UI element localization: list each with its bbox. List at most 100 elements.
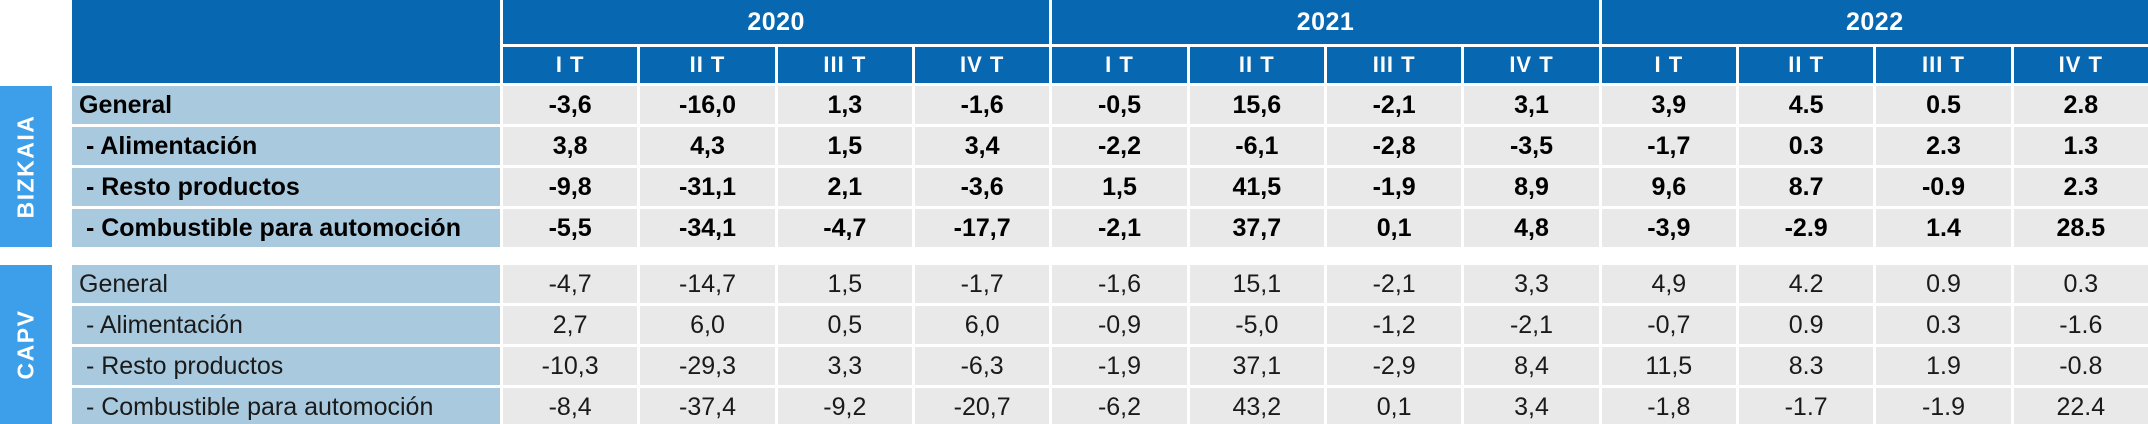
section-capv: General -4,7 -14,7 1,5 -1,7 -1,6 15,1 -2… bbox=[72, 265, 2148, 424]
value-cell: 11,5 bbox=[1601, 347, 1736, 385]
value-cell: 3,8 bbox=[503, 127, 638, 165]
quarter-header-2021-q4: IV T bbox=[1464, 47, 1599, 83]
value-cell: -2.9 bbox=[1738, 209, 1874, 247]
value-cell: -1,8 bbox=[1601, 388, 1736, 424]
side-label-capv-text: CAPV bbox=[12, 309, 39, 380]
value-cell: -4,7 bbox=[777, 209, 912, 247]
row-label: - Combustible para automoción bbox=[72, 388, 500, 424]
quarter-header-2022-q3: III T bbox=[1876, 47, 2011, 83]
row-label: - Alimentación bbox=[72, 127, 500, 165]
value-cell: -1,6 bbox=[1052, 265, 1187, 303]
value-cell: 3,4 bbox=[1464, 388, 1599, 424]
value-cell: 0,5 bbox=[777, 306, 912, 344]
value-cell: -2,1 bbox=[1326, 265, 1462, 303]
value-cell: -0,7 bbox=[1601, 306, 1736, 344]
value-cell: -2,1 bbox=[1464, 306, 1599, 344]
value-cell: -2,1 bbox=[1052, 209, 1187, 247]
value-cell: -31,1 bbox=[640, 168, 775, 206]
value-cell: -4,7 bbox=[503, 265, 638, 303]
value-cell: -10,3 bbox=[503, 347, 638, 385]
header-corner-cell bbox=[72, 0, 500, 83]
value-cell: 8.7 bbox=[1738, 168, 1874, 206]
side-label-bizkaia: BIZKAIA bbox=[0, 86, 52, 247]
value-cell: -2,9 bbox=[1326, 347, 1462, 385]
value-cell: -6,2 bbox=[1052, 388, 1187, 424]
data-table: 2020 2021 2022 I T II T III T IV T I T I… bbox=[72, 0, 2148, 424]
value-cell: 2,1 bbox=[777, 168, 912, 206]
value-cell: 1,3 bbox=[777, 86, 912, 124]
value-cell: 1.4 bbox=[1876, 209, 2011, 247]
value-cell: -0,9 bbox=[1052, 306, 1187, 344]
section-bizkaia: General -3,6 -16,0 1,3 -1,6 -0,5 15,6 -2… bbox=[72, 86, 2148, 247]
value-cell: -1,9 bbox=[1326, 168, 1462, 206]
row-label: - Alimentación bbox=[72, 306, 500, 344]
value-cell: -34,1 bbox=[640, 209, 775, 247]
year-header-2021: 2021 bbox=[1052, 0, 1599, 44]
value-cell: 1.9 bbox=[1876, 347, 2011, 385]
value-cell: -3,5 bbox=[1464, 127, 1599, 165]
value-cell: -5,5 bbox=[503, 209, 638, 247]
row-label: General bbox=[72, 265, 500, 303]
side-label-bizkaia-text: BIZKAIA bbox=[12, 114, 39, 219]
value-cell: -14,7 bbox=[640, 265, 775, 303]
value-cell: 4,3 bbox=[640, 127, 775, 165]
value-cell: 15,1 bbox=[1189, 265, 1324, 303]
value-cell: 3,9 bbox=[1601, 86, 1736, 124]
quarter-header-2021-q1: I T bbox=[1052, 47, 1187, 83]
value-cell: -9,2 bbox=[777, 388, 912, 424]
value-cell: -16,0 bbox=[640, 86, 775, 124]
value-cell: -2,1 bbox=[1326, 86, 1462, 124]
value-cell: 4.5 bbox=[1738, 86, 1874, 124]
value-cell: 6,0 bbox=[914, 306, 1050, 344]
year-header-2022: 2022 bbox=[1601, 0, 2148, 44]
value-cell: 2,7 bbox=[503, 306, 638, 344]
value-cell: 0,1 bbox=[1326, 388, 1462, 424]
value-cell: -9,8 bbox=[503, 168, 638, 206]
quarter-header-2020-q2: II T bbox=[640, 47, 775, 83]
value-cell: -29,3 bbox=[640, 347, 775, 385]
year-header-2020: 2020 bbox=[503, 0, 1050, 44]
row-label: - Combustible para automoción bbox=[72, 209, 500, 247]
value-cell: -1,6 bbox=[914, 86, 1050, 124]
value-cell: 0.3 bbox=[1876, 306, 2011, 344]
value-cell: -0.8 bbox=[2013, 347, 2148, 385]
quarter-header-2020-q1: I T bbox=[503, 47, 638, 83]
value-cell: 1,5 bbox=[777, 265, 912, 303]
value-cell: -6,1 bbox=[1189, 127, 1324, 165]
side-label-capv: CAPV bbox=[0, 265, 52, 424]
value-cell: 6,0 bbox=[640, 306, 775, 344]
value-cell: 2.8 bbox=[2013, 86, 2148, 124]
value-cell: 3,4 bbox=[914, 127, 1050, 165]
value-cell: 15,6 bbox=[1189, 86, 1324, 124]
quarter-header-2021-q3: III T bbox=[1326, 47, 1462, 83]
value-cell: 8.3 bbox=[1738, 347, 1874, 385]
value-cell: 4.2 bbox=[1738, 265, 1874, 303]
row-label: - Resto productos bbox=[72, 347, 500, 385]
value-cell: 1,5 bbox=[777, 127, 912, 165]
quarter-header-2022-q4: IV T bbox=[2013, 47, 2148, 83]
quarter-header-2022-q1: I T bbox=[1601, 47, 1736, 83]
value-cell: -5,0 bbox=[1189, 306, 1324, 344]
value-cell: 2.3 bbox=[2013, 168, 2148, 206]
value-cell: 37,1 bbox=[1189, 347, 1324, 385]
value-cell: 3,3 bbox=[777, 347, 912, 385]
value-cell: -0,5 bbox=[1052, 86, 1187, 124]
quarter-header-2020-q3: III T bbox=[777, 47, 912, 83]
value-cell: -1.7 bbox=[1738, 388, 1874, 424]
value-cell: 0.9 bbox=[1876, 265, 2011, 303]
value-cell: 8,4 bbox=[1464, 347, 1599, 385]
value-cell: 0.3 bbox=[1738, 127, 1874, 165]
value-cell: 0.9 bbox=[1738, 306, 1874, 344]
value-cell: 8,9 bbox=[1464, 168, 1599, 206]
value-cell: 22.4 bbox=[2013, 388, 2148, 424]
value-cell: 41,5 bbox=[1189, 168, 1324, 206]
value-cell: -3,9 bbox=[1601, 209, 1736, 247]
value-cell: -17,7 bbox=[914, 209, 1050, 247]
value-cell: 2.3 bbox=[1876, 127, 2011, 165]
table-header: 2020 2021 2022 I T II T III T IV T I T I… bbox=[72, 0, 2148, 83]
value-cell: 4,8 bbox=[1464, 209, 1599, 247]
value-cell: -0.9 bbox=[1876, 168, 2011, 206]
value-cell: 43,2 bbox=[1189, 388, 1324, 424]
quarter-header-2022-q2: II T bbox=[1738, 47, 1874, 83]
